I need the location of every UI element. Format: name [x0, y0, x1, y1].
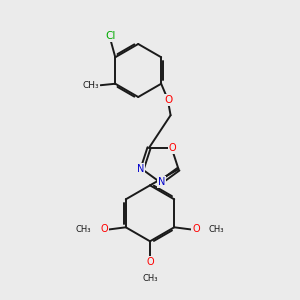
Text: O: O [165, 95, 173, 105]
Text: CH₃: CH₃ [142, 274, 158, 283]
Text: N: N [158, 177, 166, 187]
Text: CH₃: CH₃ [83, 81, 99, 90]
Text: CH₃: CH₃ [76, 225, 91, 234]
Text: CH₃: CH₃ [209, 225, 224, 234]
Text: O: O [146, 257, 154, 267]
Text: O: O [192, 224, 200, 234]
Text: Cl: Cl [106, 31, 116, 41]
Text: N: N [137, 164, 144, 174]
Text: O: O [100, 224, 108, 234]
Text: O: O [168, 143, 176, 153]
